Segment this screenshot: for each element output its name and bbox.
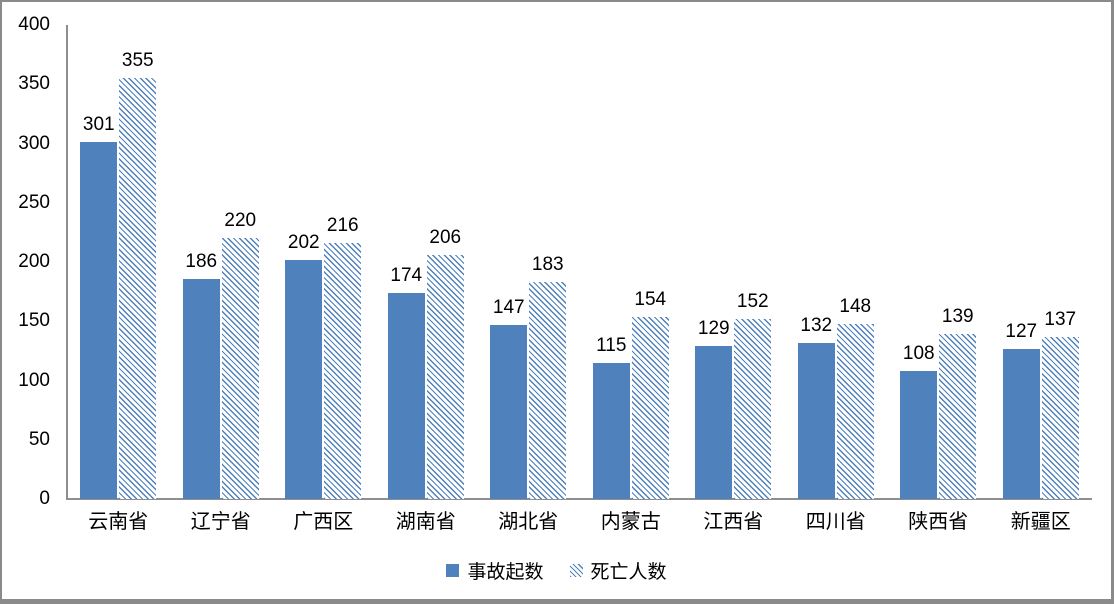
bar-value-label: 108 xyxy=(902,343,935,365)
bar-value-label: 127 xyxy=(1005,320,1038,342)
bar-hatch xyxy=(529,282,567,499)
y-axis-tick-label: 350 xyxy=(18,73,50,95)
legend-swatch-solid-icon xyxy=(446,564,460,577)
bar-value-label: 202 xyxy=(287,231,320,253)
bar-hatch xyxy=(836,323,874,499)
bar-value-label: 129 xyxy=(697,318,730,340)
y-axis-tick-label: 300 xyxy=(18,132,50,154)
bar-value-label: 115 xyxy=(596,334,627,356)
bar-hatch xyxy=(119,78,157,499)
bar-hatch xyxy=(734,318,772,499)
bar-solid xyxy=(797,342,835,499)
bar-value-label: 147 xyxy=(492,296,525,318)
bar-solid xyxy=(182,278,220,499)
bar-value-label: 154 xyxy=(634,288,667,310)
bar-solid xyxy=(1002,348,1040,499)
bar-solid xyxy=(80,142,118,499)
bar-hatch xyxy=(221,238,259,499)
bar-value-label: 355 xyxy=(121,50,154,72)
x-axis-category-label: 新疆区 xyxy=(1010,511,1071,533)
bar-solid xyxy=(592,362,630,499)
legend: 事故起数 死亡人数 xyxy=(2,557,1111,584)
x-axis-category-label: 广西区 xyxy=(293,511,354,533)
x-axis-line xyxy=(67,498,1092,500)
bar-solid xyxy=(695,346,733,499)
x-axis-category-label: 江西省 xyxy=(703,511,764,533)
bar-hatch xyxy=(1041,336,1079,499)
y-axis-tick-label: 100 xyxy=(18,369,50,391)
bar-value-label: 206 xyxy=(429,226,462,248)
legend-item-deaths: 死亡人数 xyxy=(569,557,667,584)
x-axis-category-label: 四川省 xyxy=(805,511,866,533)
x-axis-category-label: 内蒙古 xyxy=(600,511,661,533)
y-axis-tick-label: 150 xyxy=(18,310,50,332)
y-axis-tick-label: 250 xyxy=(18,191,50,213)
legend-label-deaths: 死亡人数 xyxy=(590,562,667,583)
bar-value-label: 183 xyxy=(531,254,564,276)
bar-value-label: 139 xyxy=(941,306,974,328)
bar-hatch xyxy=(631,316,669,499)
bar-value-label: 148 xyxy=(839,295,872,317)
y-axis-tick-label: 200 xyxy=(18,251,50,272)
legend-label-accidents: 事故起数 xyxy=(467,562,544,583)
bar-value-label: 137 xyxy=(1044,308,1077,330)
x-axis-category-label: 陕西省 xyxy=(908,511,969,533)
bar-value-label: 186 xyxy=(185,250,218,272)
bar-value-label: 216 xyxy=(326,215,359,237)
y-axis-tick-label: 400 xyxy=(18,14,50,35)
y-axis-line xyxy=(66,25,68,500)
legend-swatch-hatch-icon xyxy=(569,564,583,577)
bar-value-label: 152 xyxy=(736,290,769,312)
bar-hatch xyxy=(324,243,362,499)
bar-solid xyxy=(490,324,528,499)
x-axis-category-label: 云南省 xyxy=(88,511,149,533)
y-axis-tick-label: 0 xyxy=(39,488,50,509)
bar-value-label: 220 xyxy=(224,210,257,232)
bar-solid xyxy=(285,259,323,499)
bar-value-label: 174 xyxy=(390,264,423,286)
bar-value-label: 301 xyxy=(82,114,115,136)
legend-item-accidents: 事故起数 xyxy=(446,557,544,584)
x-axis-category-label: 湖北省 xyxy=(498,511,559,533)
y-axis-tick-label: 50 xyxy=(28,428,50,450)
bar-solid xyxy=(900,371,938,499)
bar-value-label: 132 xyxy=(800,314,833,336)
x-axis-category-label: 辽宁省 xyxy=(190,511,251,533)
bar-hatch xyxy=(939,334,977,499)
x-axis-category-label: 湖南省 xyxy=(395,511,456,533)
bar-solid xyxy=(387,292,425,499)
bar-hatch xyxy=(426,254,464,499)
